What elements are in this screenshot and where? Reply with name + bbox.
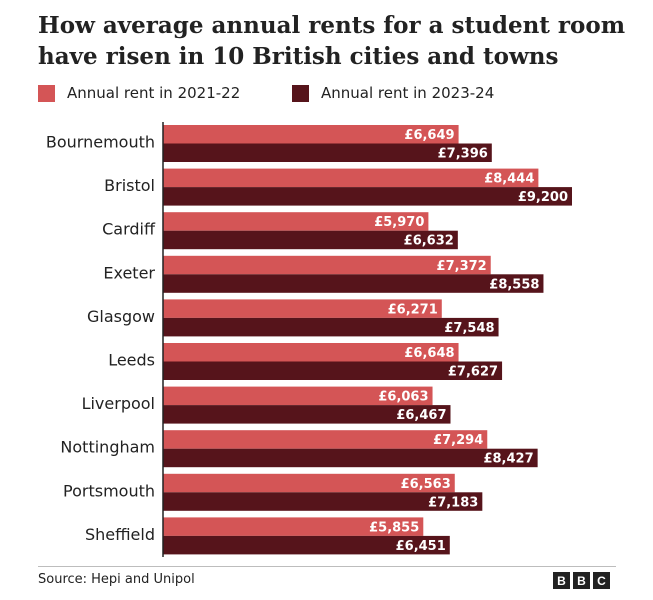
data-label-bristol-series-2: £9,200: [518, 190, 568, 205]
bar-liverpool-series-2: [163, 405, 451, 424]
bar-glasgow-series-2: [163, 317, 499, 337]
bar-liverpool-series-1: [163, 386, 433, 406]
category-label-cardiff: Cardiff: [102, 220, 156, 239]
bar-sheffield-series-2: [163, 535, 450, 555]
category-label-leeds: Leeds: [108, 351, 155, 370]
bbc-logo-letter: B: [553, 572, 570, 589]
data-label-bournemouth-series-1: £6,649: [404, 128, 454, 143]
data-label-nottingham-series-1: £7,294: [433, 433, 483, 448]
legend-label-2023-24: Annual rent in 2023-24: [321, 84, 495, 102]
bar-nottingham-series-2: [163, 448, 538, 468]
bbc-logo-letter: C: [593, 572, 610, 589]
bbc-logo-letter: B: [573, 572, 590, 589]
data-label-exeter-series-1: £7,372: [437, 259, 487, 274]
category-label-portsmouth: Portsmouth: [63, 481, 155, 500]
legend-label-2021-22: Annual rent in 2021-22: [67, 84, 241, 102]
data-label-sheffield-series-2: £6,451: [396, 539, 446, 554]
data-label-bristol-series-1: £8,444: [484, 172, 534, 187]
bar-bournemouth-series-2: [163, 143, 492, 162]
bar-cardiff-series-2: [163, 230, 458, 250]
bar-leeds-series-1: [163, 343, 459, 362]
legend-item-2021-22: Annual rent in 2021-22: [38, 84, 240, 102]
bar-exeter-series-2: [163, 274, 544, 293]
category-label-glasgow: Glasgow: [87, 307, 155, 326]
data-label-glasgow-series-2: £7,548: [444, 321, 494, 336]
data-label-leeds-series-1: £6,648: [404, 346, 454, 361]
bar-nottingham-series-1: [163, 430, 488, 449]
data-label-portsmouth-series-1: £6,563: [401, 477, 451, 492]
data-label-cardiff-series-1: £5,970: [374, 215, 424, 230]
data-label-liverpool-series-1: £6,063: [378, 390, 428, 405]
data-label-liverpool-series-2: £6,467: [396, 408, 446, 423]
category-label-bournemouth: Bournemouth: [46, 133, 155, 152]
bar-portsmouth-series-2: [163, 492, 483, 511]
bar-bristol-series-1: [163, 168, 539, 188]
category-label-nottingham: Nottingham: [60, 438, 155, 457]
data-label-sheffield-series-1: £5,855: [369, 520, 419, 535]
data-label-glasgow-series-1: £6,271: [388, 302, 438, 317]
bar-cardiff-series-1: [163, 212, 429, 231]
category-label-sheffield: Sheffield: [85, 525, 155, 544]
bar-sheffield-series-1: [163, 517, 424, 536]
chart-title: How average annual rents for a student r…: [38, 12, 626, 70]
footer-divider: [38, 566, 616, 567]
chart-legend: Annual rent in 2021-22 Annual rent in 20…: [38, 84, 494, 102]
bar-portsmouth-series-1: [163, 473, 455, 493]
category-label-bristol: Bristol: [104, 176, 155, 195]
bar-bristol-series-2: [163, 187, 572, 206]
data-label-cardiff-series-2: £6,632: [404, 234, 454, 249]
bbc-logo: B B C: [553, 572, 610, 589]
data-label-portsmouth-series-2: £7,183: [428, 495, 478, 510]
legend-swatch-2023-24: [292, 84, 309, 102]
data-label-leeds-series-2: £7,627: [448, 365, 498, 380]
legend-item-2023-24: Annual rent in 2023-24: [292, 84, 494, 102]
category-label-exeter: Exeter: [103, 263, 155, 282]
bar-glasgow-series-1: [163, 299, 442, 318]
category-label-liverpool: Liverpool: [82, 394, 155, 413]
bar-leeds-series-2: [163, 361, 503, 380]
data-label-exeter-series-2: £8,558: [489, 277, 539, 292]
data-label-nottingham-series-2: £8,427: [483, 452, 533, 467]
data-label-bournemouth-series-2: £7,396: [438, 147, 488, 162]
legend-swatch-2021-22: [38, 84, 55, 102]
source-note: Source: Hepi and Unipol: [38, 572, 195, 587]
bar-exeter-series-1: [163, 255, 491, 275]
bar-bournemouth-series-1: [163, 125, 459, 144]
